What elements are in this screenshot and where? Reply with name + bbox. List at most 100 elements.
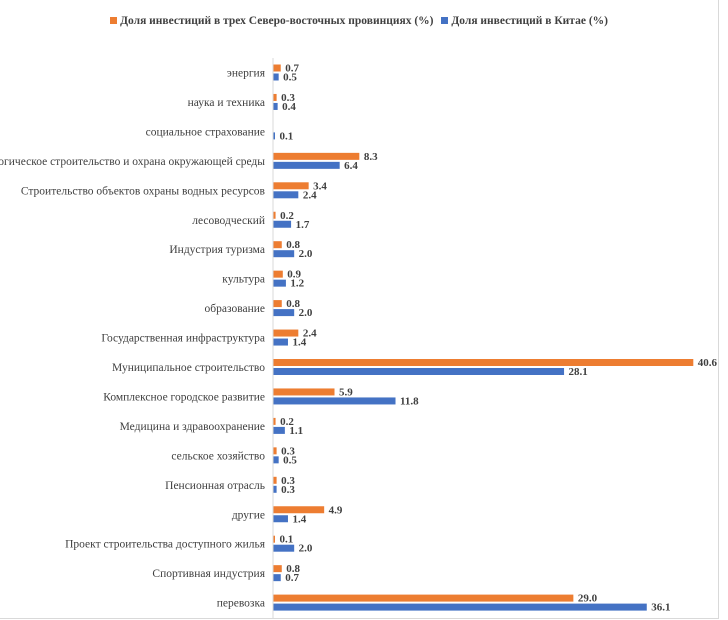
bar-china xyxy=(273,574,281,582)
data-label-northeast: 40.6 xyxy=(698,357,718,369)
bar-northeast xyxy=(273,565,282,573)
data-label-china: 0.4 xyxy=(282,101,296,113)
data-label-china: 2.0 xyxy=(299,248,313,260)
bar-china xyxy=(273,397,396,405)
data-label-china: 1.4 xyxy=(292,337,306,349)
bar-china xyxy=(273,485,277,493)
data-label-china: 28.1 xyxy=(569,366,588,378)
category-label: энергия xyxy=(227,68,266,80)
data-label-northeast: 4.9 xyxy=(329,504,343,516)
category-label: Индустрия туризма xyxy=(169,244,265,256)
bar-china xyxy=(273,426,285,434)
bar-northeast xyxy=(273,64,281,72)
category-label: Комплексное городское развитие xyxy=(103,391,265,403)
data-label-northeast: 0.7 xyxy=(285,63,299,75)
data-label-china: 2.0 xyxy=(299,543,313,555)
data-label-china: 6.4 xyxy=(344,160,358,172)
category-label: Экологическое строительство и охрана окр… xyxy=(0,156,265,168)
data-label-china: 0.5 xyxy=(283,72,297,84)
bar-china xyxy=(273,279,286,287)
category-label: перевозка xyxy=(217,598,265,610)
bar-northeast xyxy=(273,388,335,396)
bar-northeast xyxy=(273,152,360,160)
category-label: Медицина и здравоохранение xyxy=(120,421,265,433)
category-label: образование xyxy=(205,303,265,315)
category-label: лесоводческий xyxy=(192,215,265,227)
category-label: Спортивная индустрия xyxy=(152,568,265,580)
data-label-china: 1.7 xyxy=(296,219,310,231)
category-label: Строительство объектов охраны водных рес… xyxy=(21,185,266,197)
bar-china xyxy=(273,191,299,199)
data-label-china: 0.3 xyxy=(281,484,295,496)
data-label-china: 0.5 xyxy=(283,454,297,466)
bar-china xyxy=(273,161,340,169)
bar-northeast xyxy=(273,300,282,308)
category-label: Проект строительства доступного жилья xyxy=(65,539,266,551)
category-label: Государственная инфраструктура xyxy=(101,333,265,345)
category-label: социальное страхование xyxy=(146,126,265,138)
data-label-northeast: 0.3 xyxy=(281,92,295,104)
data-label-northeast: 0.2 xyxy=(280,416,294,428)
bar-northeast xyxy=(273,359,694,366)
bar-china xyxy=(273,603,647,611)
bar-china xyxy=(273,544,295,552)
category-label: культура xyxy=(222,274,265,286)
data-label-northeast: 3.4 xyxy=(313,180,327,192)
bar-china xyxy=(273,102,278,110)
bar-northeast xyxy=(273,93,277,101)
data-label-northeast: 0.8 xyxy=(286,239,300,251)
data-label-northeast: 5.9 xyxy=(339,386,353,398)
legend-swatch-northeast xyxy=(110,17,118,24)
data-label-northeast: 0.2 xyxy=(280,210,294,222)
data-label-china: 11.8 xyxy=(400,395,419,407)
data-label-china: 2.4 xyxy=(303,189,317,201)
category-label: другие xyxy=(232,509,265,521)
bar-northeast xyxy=(273,211,276,219)
bar-china xyxy=(273,250,295,258)
legend: Доля инвестиций в трех Северо-восточных … xyxy=(0,15,718,27)
data-label-northeast: 0.8 xyxy=(286,563,300,575)
bar-china xyxy=(273,515,288,523)
bar-china xyxy=(273,368,565,375)
data-label-northeast: 29.0 xyxy=(578,593,598,605)
bar-china xyxy=(273,309,295,317)
bar-northeast xyxy=(273,535,275,543)
bar-northeast xyxy=(273,417,276,425)
bar-china xyxy=(273,73,279,81)
bar-northeast xyxy=(273,270,283,278)
bar-northeast xyxy=(273,594,574,602)
data-label-china: 0.1 xyxy=(280,130,294,142)
data-label-northeast: 0.3 xyxy=(281,475,295,487)
bar-northeast xyxy=(273,241,282,249)
bar-northeast xyxy=(273,447,277,455)
data-label-northeast: 0.1 xyxy=(280,534,294,546)
bar-northeast xyxy=(273,329,299,337)
bar-northeast xyxy=(273,182,309,190)
data-label-china: 2.0 xyxy=(299,307,313,319)
data-label-northeast: 0.3 xyxy=(281,445,295,457)
data-label-china: 1.4 xyxy=(292,513,306,525)
bar-china xyxy=(273,220,292,228)
data-label-china: 36.1 xyxy=(651,602,670,614)
data-label-northeast: 8.3 xyxy=(364,151,378,163)
data-label-china: 0.7 xyxy=(285,572,299,584)
legend-label-china: Доля инвестиций в Китае (%) xyxy=(451,15,608,27)
bar-china xyxy=(273,338,288,346)
data-label-china: 1.2 xyxy=(290,278,304,290)
category-label: сельское хозяйство xyxy=(171,450,265,462)
bar-northeast xyxy=(273,476,277,484)
category-label: наука и техника xyxy=(188,97,265,109)
bar-china xyxy=(273,132,275,140)
data-label-northeast: 0.8 xyxy=(286,298,300,310)
bar-china xyxy=(273,456,279,464)
data-label-northeast: 2.4 xyxy=(303,328,317,340)
data-label-china: 1.1 xyxy=(289,425,303,437)
legend-swatch-china xyxy=(441,17,449,24)
bar-northeast xyxy=(273,506,325,514)
category-label: Муниципальное строительство xyxy=(112,362,265,374)
category-label: Пенсионная отрасль xyxy=(165,480,265,492)
legend-label-northeast: Доля инвестиций в трех Северо-восточных … xyxy=(120,15,434,27)
data-label-northeast: 0.9 xyxy=(287,269,301,281)
